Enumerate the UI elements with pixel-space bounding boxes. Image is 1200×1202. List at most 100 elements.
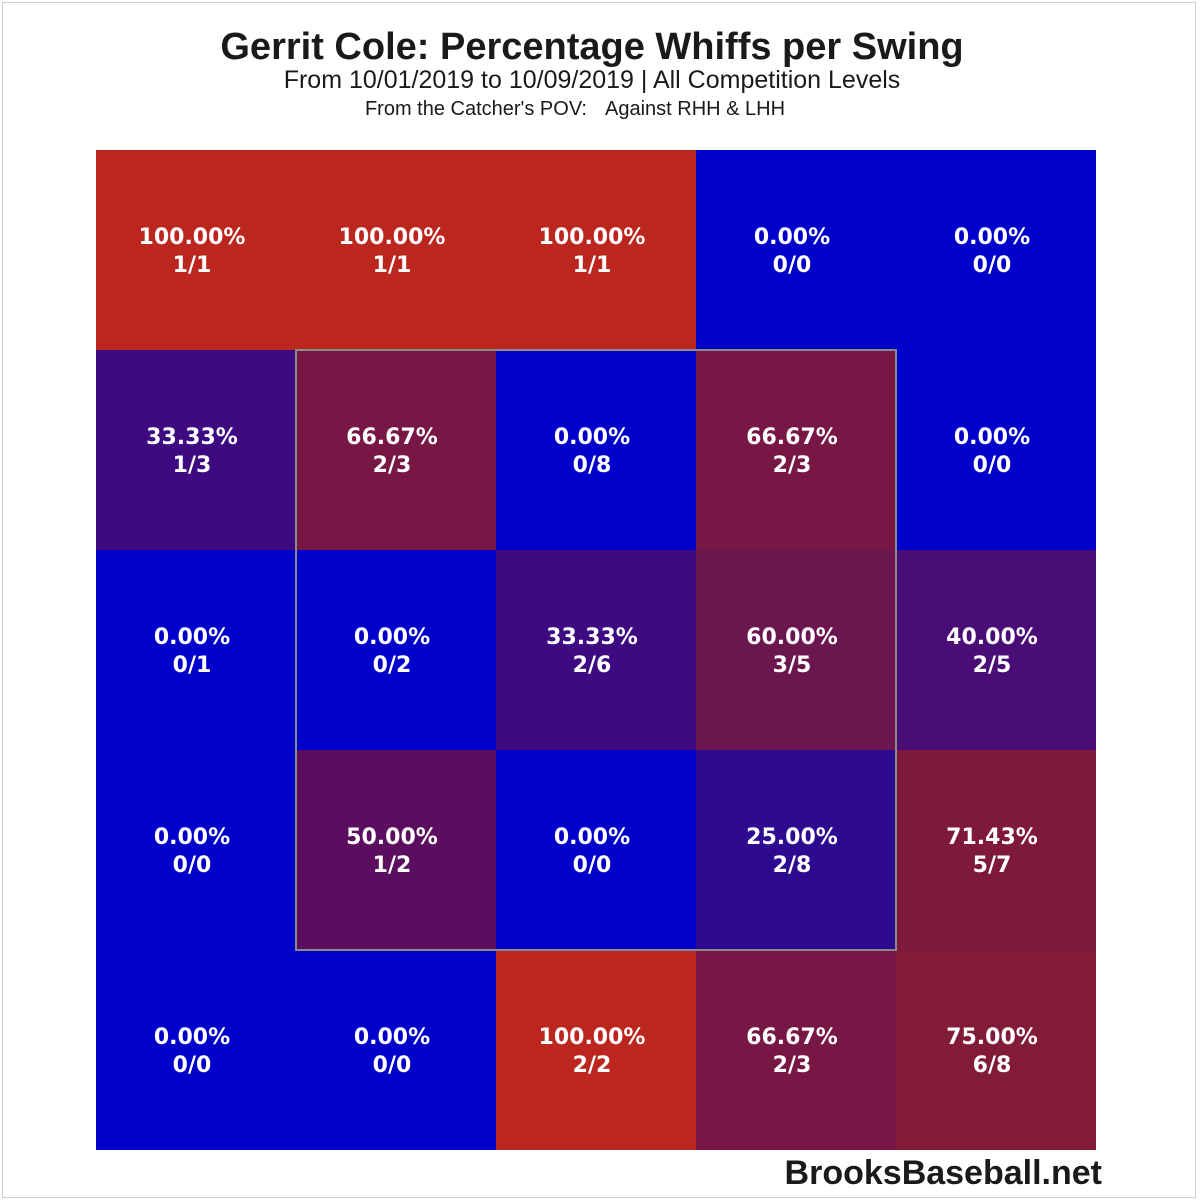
zone-cell-percent: 71.43% — [946, 825, 1038, 850]
zone-cell: 66.67% 2/3 — [296, 350, 496, 550]
zone-cell-percent: 0.00% — [154, 625, 230, 650]
zone-cell-fill — [896, 350, 1096, 550]
zone-cell-ratio: 0/0 — [573, 853, 612, 878]
zone-cell-ratio: 1/1 — [173, 253, 212, 278]
zone-cell-fill — [696, 950, 896, 1150]
zone-cell-fill — [696, 750, 896, 950]
zone-cell-ratio: 2/2 — [573, 1053, 612, 1078]
zone-cell: 0.00% 0/0 — [96, 750, 296, 950]
zone-cell-percent: 66.67% — [346, 425, 438, 450]
zone-cell-fill — [896, 750, 1096, 950]
zone-cell-fill — [496, 750, 696, 950]
zone-cell-percent: 100.00% — [539, 225, 646, 250]
zone-cell-percent: 0.00% — [354, 625, 430, 650]
handedness-label: Against RHH & LHH — [604, 98, 786, 120]
zone-cell-ratio: 0/2 — [373, 653, 412, 678]
zone-cell: 0.00% 0/0 — [496, 750, 696, 950]
zone-cell-fill — [96, 950, 296, 1150]
chart-title: Gerrit Cole: Percentage Whiffs per Swing — [220, 26, 964, 68]
zone-cell-percent: 33.33% — [546, 625, 638, 650]
zone-cell: 0.00% 0/0 — [896, 350, 1096, 550]
zone-cell-fill — [496, 950, 696, 1150]
zone-cell: 0.00% 0/0 — [696, 150, 896, 350]
zone-cell-fill — [296, 750, 496, 950]
zone-cell-percent: 40.00% — [946, 625, 1038, 650]
zone-cell: 25.00% 2/8 — [696, 750, 896, 950]
zone-cell-percent: 66.67% — [746, 1025, 838, 1050]
zone-cell-fill — [296, 350, 496, 550]
zone-cell-ratio: 5/7 — [973, 853, 1012, 878]
pov-label: From the Catcher's POV: — [364, 98, 587, 120]
zone-cell-percent: 100.00% — [139, 225, 246, 250]
zone-cell-ratio: 6/8 — [973, 1053, 1012, 1078]
zone-cell-percent: 0.00% — [154, 1025, 230, 1050]
zone-cell-fill — [96, 550, 296, 750]
zone-cell-ratio: 0/0 — [173, 853, 212, 878]
zone-cell-ratio: 0/0 — [973, 253, 1012, 278]
zone-cell-percent: 25.00% — [746, 825, 838, 850]
zone-cell: 50.00% 1/2 — [296, 750, 496, 950]
zone-cell-ratio: 1/3 — [173, 453, 212, 478]
zone-cell-ratio: 0/0 — [173, 1053, 212, 1078]
zone-cell: 0.00% 0/0 — [96, 950, 296, 1150]
zone-cell: 71.43% 5/7 — [896, 750, 1096, 950]
zone-cell-fill — [896, 550, 1096, 750]
zone-cell-fill — [296, 150, 496, 350]
zone-cell-percent: 0.00% — [554, 825, 630, 850]
zone-cell-ratio: 0/0 — [373, 1053, 412, 1078]
zone-cell-percent: 33.33% — [146, 425, 238, 450]
zone-cell-ratio: 0/0 — [973, 453, 1012, 478]
zone-cell: 33.33% 2/6 — [496, 550, 696, 750]
zone-cell-ratio: 0/8 — [573, 453, 612, 478]
brand-watermark: BrooksBaseball.net — [784, 1154, 1102, 1192]
zone-cell: 66.67% 2/3 — [696, 950, 896, 1150]
zone-cell-percent: 66.67% — [746, 425, 838, 450]
chart-subtitle: From 10/01/2019 to 10/09/2019 | All Comp… — [283, 66, 901, 94]
zone-cell: 100.00% 1/1 — [296, 150, 496, 350]
zone-cell: 66.67% 2/3 — [696, 350, 896, 550]
zone-cell: 0.00% 0/0 — [896, 150, 1096, 350]
zone-cell-fill — [496, 550, 696, 750]
zone-cell-percent: 0.00% — [354, 1025, 430, 1050]
zone-cell: 0.00% 0/8 — [496, 350, 696, 550]
zone-cell-ratio: 3/5 — [773, 653, 812, 678]
zone-cell: 100.00% 1/1 — [496, 150, 696, 350]
zone-cell-ratio: 1/1 — [373, 253, 412, 278]
zone-cell-ratio: 0/0 — [773, 253, 812, 278]
zone-cell: 60.00% 3/5 — [696, 550, 896, 750]
zone-cell: 0.00% 0/2 — [296, 550, 496, 750]
zone-cell-fill — [496, 150, 696, 350]
zone-cell-fill — [896, 950, 1096, 1150]
zone-cell-ratio: 2/6 — [573, 653, 612, 678]
zone-cell-fill — [96, 350, 296, 550]
zone-cell-fill — [896, 150, 1096, 350]
zone-cell-ratio: 2/3 — [773, 453, 812, 478]
zone-cell-ratio: 2/8 — [773, 853, 812, 878]
zone-cell-ratio: 1/1 — [573, 253, 612, 278]
zone-cell-ratio: 2/3 — [773, 1053, 812, 1078]
zone-cell-percent: 100.00% — [339, 225, 446, 250]
zone-cell-ratio: 2/5 — [973, 653, 1012, 678]
zone-cell-fill — [496, 350, 696, 550]
zone-cell-fill — [296, 950, 496, 1150]
zone-cell-fill — [96, 750, 296, 950]
zone-cell: 40.00% 2/5 — [896, 550, 1096, 750]
zone-cell-fill — [696, 550, 896, 750]
zone-cell-fill — [696, 350, 896, 550]
strike-zone-outline — [295, 349, 897, 951]
zone-cell-percent: 0.00% — [754, 225, 830, 250]
zone-cell-ratio: 0/1 — [173, 653, 212, 678]
zone-cell-ratio: 1/2 — [373, 853, 412, 878]
zone-cell: 0.00% 0/1 — [96, 550, 296, 750]
zone-cell-percent: 75.00% — [946, 1025, 1038, 1050]
zone-cell: 33.33% 1/3 — [96, 350, 296, 550]
zone-cell-fill — [96, 150, 296, 350]
zone-cell: 100.00% 1/1 — [96, 150, 296, 350]
zone-cell-percent: 0.00% — [154, 825, 230, 850]
zone-cell-percent: 0.00% — [954, 425, 1030, 450]
zone-cell-percent: 0.00% — [554, 425, 630, 450]
zone-cell-percent: 100.00% — [539, 1025, 646, 1050]
zone-cell: 75.00% 6/8 — [896, 950, 1096, 1150]
